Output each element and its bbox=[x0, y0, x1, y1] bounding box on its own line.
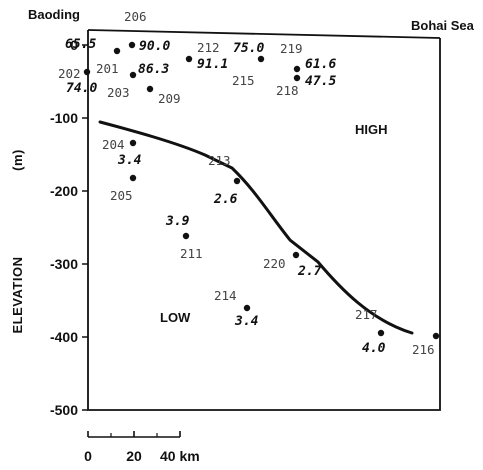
scale-bar-label: 20 bbox=[126, 448, 142, 464]
well-value: 2.6 bbox=[213, 192, 238, 207]
well-value: 3.9 bbox=[165, 214, 190, 229]
y-tick-label: -100 bbox=[50, 110, 78, 126]
well-id: 220 bbox=[263, 256, 286, 271]
well-id: 209 bbox=[158, 91, 181, 106]
well-id: 213 bbox=[208, 153, 231, 168]
well-id: 214 bbox=[214, 288, 237, 303]
well-value: 47.5 bbox=[305, 74, 336, 89]
well-dot bbox=[432, 332, 440, 340]
well-id: 211 bbox=[180, 246, 203, 261]
well-dot bbox=[129, 71, 137, 79]
well-id: 204 bbox=[102, 137, 125, 152]
well-dot bbox=[146, 85, 154, 93]
high-low-boundary-curve bbox=[98, 120, 414, 335]
well-id: 217 bbox=[355, 307, 378, 322]
y-tick-label: -200 bbox=[50, 183, 78, 199]
scale-bar-label: 0 bbox=[84, 448, 92, 464]
plot-frame bbox=[87, 30, 441, 411]
well-dot bbox=[293, 74, 301, 82]
well-value: 75.0 bbox=[233, 41, 264, 56]
well-value: 3.4 bbox=[234, 314, 259, 329]
well-dot bbox=[293, 65, 301, 73]
well-value: 3.4 bbox=[117, 153, 142, 168]
y-tick-label: 0 bbox=[70, 37, 78, 53]
well-dot bbox=[128, 41, 136, 49]
well-value: 2.7 bbox=[297, 264, 322, 279]
y-axis: 0 -100 -200 -300 -400 -500 bbox=[50, 37, 88, 418]
well-id: 203 bbox=[107, 85, 130, 100]
well-dot bbox=[185, 55, 193, 63]
y-axis-unit: (m) bbox=[10, 149, 25, 171]
well-value: 4.0 bbox=[362, 341, 386, 356]
y-tick-label: -400 bbox=[50, 329, 78, 345]
scale-bar-label: 40 km bbox=[160, 448, 200, 464]
well-dot bbox=[233, 177, 241, 185]
well-dot bbox=[182, 232, 190, 240]
left-place-label: Baoding bbox=[28, 7, 80, 22]
well-id: 215 bbox=[232, 73, 255, 88]
right-place-label: Bohai Sea bbox=[411, 18, 475, 33]
well-id: 218 bbox=[276, 83, 299, 98]
well-id: 216 bbox=[412, 342, 435, 357]
well-dot bbox=[129, 174, 137, 182]
y-axis-title-text: ELEVATION bbox=[10, 257, 25, 334]
well-id: 206 bbox=[124, 9, 147, 24]
well-dot bbox=[113, 47, 121, 55]
high-region-label: HIGH bbox=[355, 122, 388, 137]
low-region-label: LOW bbox=[160, 310, 191, 325]
well-value: 90.0 bbox=[139, 39, 170, 54]
well-value: 65.5 bbox=[65, 37, 96, 52]
well-value: 91.1 bbox=[197, 57, 228, 72]
wells: 206 90.0 201 65.5 202 74.0 203 86.3 209 … bbox=[58, 9, 440, 357]
scale-bar: 0 20 40 km bbox=[84, 431, 200, 464]
well-value: 61.6 bbox=[305, 57, 336, 72]
well-id: 202 bbox=[58, 66, 81, 81]
well-dot bbox=[129, 139, 137, 147]
well-dot bbox=[243, 304, 251, 312]
well-id: 205 bbox=[110, 188, 133, 203]
well-dot bbox=[292, 251, 300, 259]
y-tick-label: -500 bbox=[50, 402, 78, 418]
well-value: 74.0 bbox=[66, 81, 97, 96]
well-id: 219 bbox=[280, 41, 303, 56]
well-dot bbox=[83, 68, 91, 76]
y-axis-title: ELEVATION (m) bbox=[10, 149, 25, 333]
well-dot bbox=[257, 55, 265, 63]
well-dot bbox=[377, 329, 385, 337]
sea-level-surface-line bbox=[87, 29, 441, 39]
well-id: 201 bbox=[96, 61, 119, 76]
well-id: 212 bbox=[197, 40, 220, 55]
well-value: 86.3 bbox=[138, 62, 169, 77]
y-tick-label: -300 bbox=[50, 256, 78, 272]
